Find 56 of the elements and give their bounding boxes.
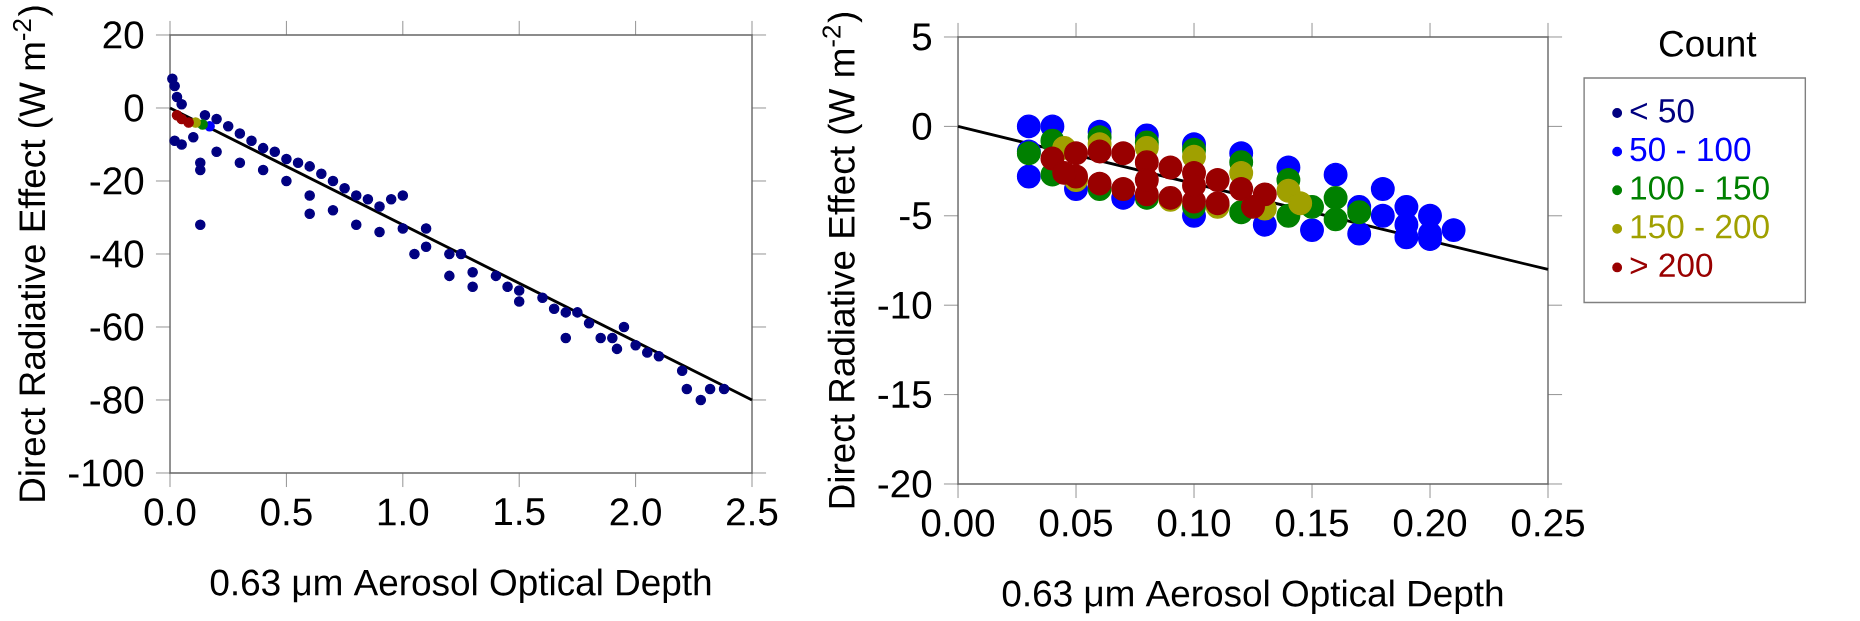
x-tick-label: 0.0: [144, 498, 196, 526]
point: [1158, 155, 1183, 180]
point: [1016, 164, 1041, 189]
y-tick-label: -5: [900, 202, 932, 230]
legend-label: 50 - 100: [1630, 137, 1751, 162]
point: [1370, 177, 1395, 201]
y-tick-label: -10: [878, 291, 932, 319]
point: [1205, 168, 1230, 192]
y-tick-label: -100: [69, 459, 144, 487]
point: [1323, 162, 1348, 187]
y-axis-title: Direct Radiative Effect (W m$^{-2}$): [12, 6, 53, 501]
point: [1087, 171, 1112, 196]
x-axis-title: 0.63 μm Aerosol Optical Depth: [1002, 579, 1503, 614]
legend-title: Count: [1659, 30, 1757, 57]
y-tick-label: 5: [912, 23, 932, 51]
point: [1064, 141, 1088, 166]
point: [1111, 141, 1136, 166]
y-tick-label: 0: [912, 112, 932, 141]
x-tick-label: 0.5: [261, 498, 312, 526]
point: [1370, 203, 1395, 228]
point: [1323, 185, 1348, 210]
x-tick-label: 0.25: [1511, 509, 1584, 537]
y-tick-label: 0: [124, 94, 144, 122]
y-tick-label: -60: [90, 313, 144, 341]
point: [1087, 139, 1112, 164]
x-tick-label: 0.00: [921, 509, 995, 537]
x-tick-label: 0.15: [1275, 509, 1348, 537]
point: [1288, 191, 1313, 216]
x-tick-label: 1.0: [378, 498, 429, 526]
y-tick-label: -15: [878, 381, 932, 409]
point: [1016, 114, 1041, 139]
legend-label: 150 - 200: [1631, 214, 1769, 239]
x-tick-label: 2.5: [727, 498, 778, 526]
point: [1229, 177, 1254, 201]
point: [1111, 177, 1136, 201]
y-tick-label: -20: [90, 167, 144, 195]
x-tick-label: 0.10: [1157, 509, 1231, 537]
x-tick-label: 0.05: [1039, 509, 1112, 537]
y-tick-label: 20: [103, 21, 144, 49]
x-tick-label: 1.5: [495, 498, 545, 526]
point: [1241, 194, 1265, 219]
point: [1323, 207, 1348, 232]
x-tick-label: 2.0: [610, 498, 661, 526]
x-tick-label: 0.20: [1393, 509, 1467, 537]
legend-label: 100 - 150: [1631, 176, 1769, 200]
point: [1347, 221, 1372, 246]
x-axis-title: 0.63 μm Aerosol Optical Depth: [210, 568, 711, 603]
point: [1300, 218, 1324, 243]
y-axis-title: Direct Radiative Effect (W m$^{-2}$): [822, 12, 863, 508]
legend-label: < 50: [1630, 99, 1694, 123]
point: [1441, 218, 1466, 243]
y-tick-label: -40: [90, 240, 144, 268]
y-tick-label: -20: [878, 470, 932, 498]
legend-label: > 200: [1630, 253, 1713, 278]
point: [1347, 200, 1372, 225]
y-tick-label: -80: [90, 386, 144, 414]
